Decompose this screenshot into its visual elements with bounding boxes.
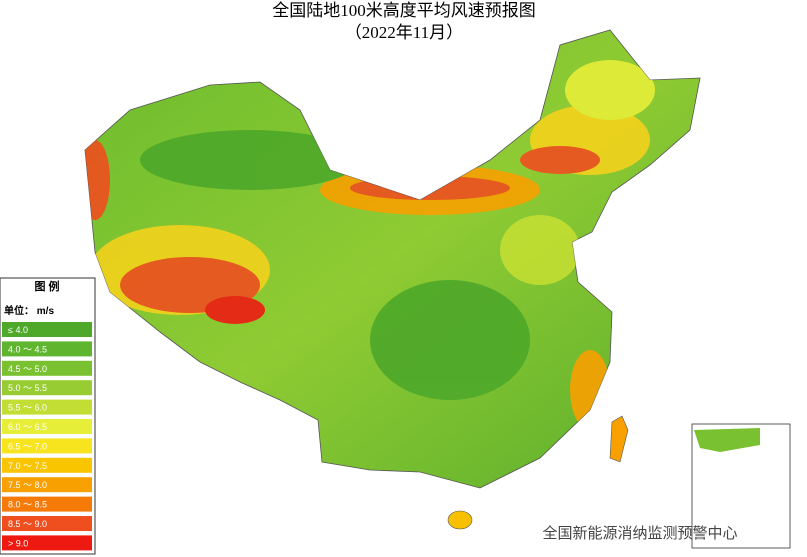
watermark: 全国新能源消纳监测预警中心 [542, 524, 737, 542]
legend-label: 4.0 ～ 4.5 [8, 344, 47, 354]
legend-swatch [2, 535, 92, 551]
legend-label: 4.5 ～ 5.0 [8, 364, 47, 374]
legend-swatch [2, 380, 92, 396]
legend-label: 7.5 ～ 8.0 [8, 480, 47, 490]
legend-swatch [2, 438, 92, 454]
legend-swatch [2, 516, 92, 531]
legend-label: 5.0 ～ 5.5 [8, 383, 47, 393]
legend-label: 8.0 ～ 8.5 [8, 500, 47, 510]
legend-swatch [2, 477, 92, 493]
legend-swatch [2, 360, 92, 376]
legend-label: > 9.0 [8, 538, 28, 548]
legend-label: ≤ 4.0 [8, 325, 28, 335]
legend-swatch [2, 399, 92, 415]
legend-label: 5.5 ～ 6.0 [8, 403, 47, 413]
legend-swatch [2, 322, 92, 337]
legend-items: ≤ 4.0 4.0 ～ 4.5 4.5 ～ 5.0 5.0 ～ 5.5 5.5 ～ 6.… [2, 322, 92, 551]
legend-label: 7.0 ～ 7.5 [8, 461, 47, 471]
legend-swatch [2, 496, 92, 512]
legend-swatch [2, 341, 92, 357]
legend-swatch [2, 419, 92, 434]
wind-map [84, 29, 791, 549]
legend-swatch [2, 457, 92, 473]
legend-unit: 单位： m/s [4, 304, 54, 317]
subtitle: （2022年11月） [345, 23, 463, 42]
legend-label: 6.0 ～ 6.5 [8, 422, 47, 432]
legend-label: 6.5 ～ 7.0 [8, 441, 47, 451]
legend: 图 例 单位： m/s ≤ 4.0 4.0 ～ 4.5 4.5 ～ 5.0 5.0 ～… [0, 277, 96, 555]
title: 全国陆地100米高度平均风速预报图 [272, 1, 536, 20]
legend-label: 8.5 ～ 9.0 [8, 519, 47, 529]
legend-title: 图 例 [34, 279, 59, 293]
